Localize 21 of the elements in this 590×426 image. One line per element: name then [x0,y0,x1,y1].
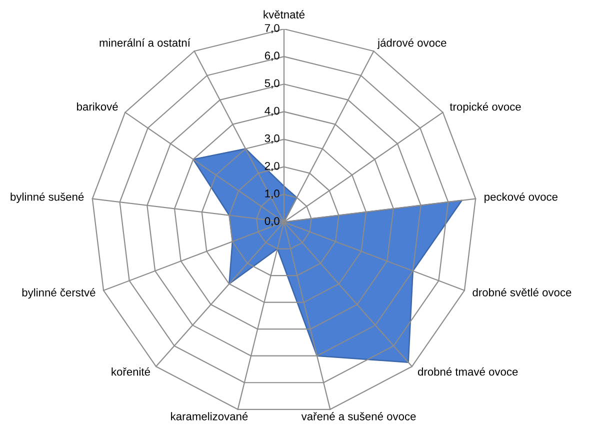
spoke-label: drobné tmavé ovoce [418,367,518,376]
spoke-label: vařené a sušené ovoce [301,412,416,420]
spoke-label: bylinné čerstvé [22,288,96,299]
y-tick-label: 2,0 [264,162,280,172]
spoke-label: bylinné sušené [10,192,84,203]
spoke-label: kořenité [112,367,150,376]
spoke-label: jádrové ovoce [377,38,446,49]
spoke-label: minerální a ostatní [100,38,190,47]
y-tick-label: 0,0 [264,217,280,226]
spoke-label: drobné světlé ovoce [472,288,572,296]
y-tick-label: 4,0 [264,106,280,116]
y-tick-label: 7,0 [264,24,280,34]
spoke-label: květnaté [264,10,305,18]
spoke-label: karamelizované [171,412,248,420]
y-tick-label: 5,0 [264,79,280,88]
spoke-label: barikové [77,102,118,111]
spoke-label: tropické ovoce [450,102,521,113]
spoke-label: peckové ovoce [484,192,558,203]
y-tick-label: 1,0 [265,190,280,199]
y-tick-label: 3,0 [264,134,280,144]
y-tick-label: 6,0 [264,52,280,61]
